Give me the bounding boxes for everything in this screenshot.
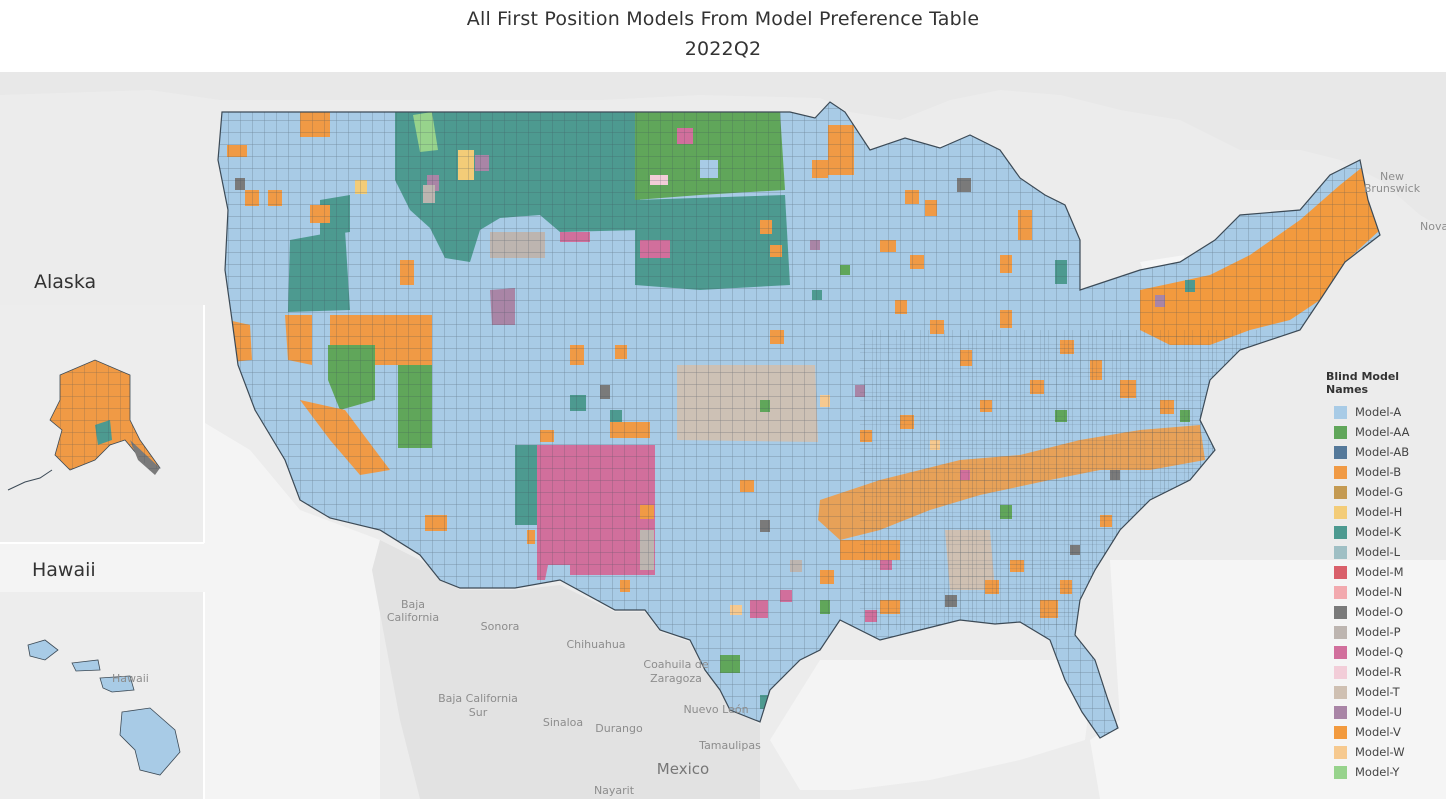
legend-label: Model-N — [1355, 585, 1403, 599]
legend-swatch — [1334, 725, 1347, 739]
legend-label: Model-H — [1355, 505, 1403, 519]
legend-item-model-q[interactable]: Model-Q — [1326, 642, 1442, 662]
label-coahuila-1: Coahuila de — [643, 658, 708, 671]
label-sonora: Sonora — [481, 620, 520, 633]
legend-item-model-n[interactable]: Model-N — [1326, 582, 1442, 602]
legend-item-model-v[interactable]: Model-V — [1326, 722, 1442, 742]
legend-swatch — [1334, 545, 1347, 559]
legend-item-model-w[interactable]: Model-W — [1326, 742, 1442, 762]
hawaii-inset[interactable]: Hawaii — [0, 592, 205, 799]
legend-swatch — [1334, 525, 1347, 539]
legend-swatch — [1334, 705, 1347, 719]
choropleth-map[interactable]: New Brunswick Nova Baja California Sonor… — [0, 72, 1446, 799]
legend-item-model-aa[interactable]: Model-AA — [1326, 422, 1442, 442]
legend-label: Model-Q — [1355, 645, 1404, 659]
legend-label: Model-L — [1355, 545, 1401, 559]
legend-swatch — [1334, 665, 1347, 679]
legend-label: Model-O — [1355, 605, 1404, 619]
legend-label: Model-U — [1355, 705, 1403, 719]
legend-item-model-u[interactable]: Model-U — [1326, 702, 1442, 722]
hawaii-island-big[interactable] — [119, 707, 181, 776]
label-mexico: Mexico — [657, 760, 709, 778]
legend-label: Model-K — [1355, 525, 1402, 539]
legend-label: Model-M — [1355, 565, 1404, 579]
legend-item-model-o[interactable]: Model-O — [1326, 602, 1442, 622]
legend-swatch — [1334, 465, 1347, 479]
aleutian-islands — [7, 469, 53, 491]
legend-swatch — [1334, 765, 1347, 779]
legend-item-model-l[interactable]: Model-L — [1326, 542, 1442, 562]
label-nova: Nova — [1420, 220, 1446, 233]
legend-label: Model-P — [1355, 625, 1401, 639]
label-nuevo-leon: Nuevo León — [683, 703, 748, 716]
legend-item-model-m[interactable]: Model-M — [1326, 562, 1442, 582]
legend-swatch — [1334, 645, 1347, 659]
basemap-atlantic — [1090, 560, 1446, 799]
legend: Blind Model Names Model-A Model-AA Model-A… — [1326, 370, 1442, 782]
legend-swatch — [1334, 605, 1347, 619]
label-coahuila-2: Zaragoza — [650, 672, 702, 685]
legend-item-model-b[interactable]: Model-B — [1326, 462, 1442, 482]
hawaii-label: Hawaii — [32, 559, 96, 581]
legend-swatch — [1334, 405, 1347, 419]
legend-label: Model-V — [1355, 725, 1401, 739]
alaska-borders — [50, 360, 160, 470]
legend-item-model-r[interactable]: Model-R — [1326, 662, 1442, 682]
map-subtitle: 2022Q2 — [684, 38, 762, 60]
legend-item-model-y[interactable]: Model-Y — [1326, 762, 1442, 782]
label-baja-sur-2: Sur — [469, 706, 488, 719]
legend-item-model-h[interactable]: Model-H — [1326, 502, 1442, 522]
legend-swatch — [1334, 485, 1347, 499]
alaska-label: Alaska — [34, 271, 96, 293]
map-title: All First Position Models From Model Pre… — [466, 8, 980, 30]
legend-swatch — [1334, 425, 1347, 439]
hawaii-faint-label: Hawaii — [112, 672, 149, 685]
hawaii-island-oahu[interactable] — [71, 659, 101, 672]
legend-swatch — [1334, 625, 1347, 639]
legend-item-model-t[interactable]: Model-T — [1326, 682, 1442, 702]
label-durango: Durango — [595, 722, 643, 735]
legend-swatch — [1334, 585, 1347, 599]
legend-label: Model-R — [1355, 665, 1402, 679]
legend-label: Model-G — [1355, 485, 1404, 499]
legend-label: Model-W — [1355, 745, 1405, 759]
legend-swatch — [1334, 745, 1347, 759]
legend-label: Model-Y — [1355, 765, 1400, 779]
legend-item-model-ab[interactable]: Model-AB — [1326, 442, 1442, 462]
label-tamaulipas: Tamaulipas — [698, 739, 761, 752]
legend-swatch — [1334, 685, 1347, 699]
legend-items: Model-A Model-AA Model-AB Model-B Model-G Mod… — [1326, 402, 1442, 782]
label-new-brunswick-1: New — [1380, 170, 1404, 183]
hawaii-island-maui[interactable] — [99, 675, 135, 693]
legend-swatch — [1334, 445, 1347, 459]
legend-item-model-g[interactable]: Model-G — [1326, 482, 1442, 502]
legend-label: Model-AB — [1355, 445, 1410, 459]
legend-label: Model-B — [1355, 465, 1402, 479]
legend-item-model-k[interactable]: Model-K — [1326, 522, 1442, 542]
alaska-inset[interactable] — [0, 305, 205, 544]
legend-item-model-a[interactable]: Model-A — [1326, 402, 1442, 422]
legend-label: Model-T — [1355, 685, 1400, 699]
label-baja-sur-1: Baja California — [438, 692, 518, 705]
label-baja-2: California — [387, 611, 439, 624]
label-new-brunswick-2: Brunswick — [1364, 182, 1421, 195]
legend-swatch — [1334, 505, 1347, 519]
label-baja-1: Baja — [401, 598, 425, 611]
basemap-mexico — [372, 540, 760, 799]
legend-item-model-p[interactable]: Model-P — [1326, 622, 1442, 642]
basemap-gulf — [770, 660, 1090, 790]
basemap-canada — [0, 72, 1446, 230]
hawaii-inset-background — [0, 592, 204, 799]
legend-swatch — [1334, 565, 1347, 579]
label-chihuahua: Chihuahua — [566, 638, 625, 651]
legend-label: Model-AA — [1355, 425, 1410, 439]
legend-label: Model-A — [1355, 405, 1402, 419]
legend-title: Blind Model Names — [1326, 370, 1400, 396]
label-sinaloa: Sinaloa — [543, 716, 583, 729]
label-nayarit: Nayarit — [594, 784, 635, 797]
hawaii-island-kauai[interactable] — [27, 639, 59, 661]
